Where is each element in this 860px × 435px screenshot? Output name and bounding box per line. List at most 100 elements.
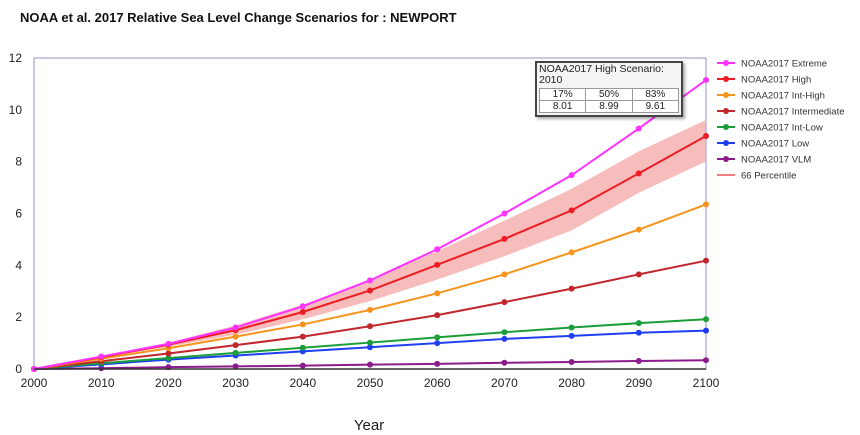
data-point	[568, 324, 575, 331]
data-point	[165, 355, 172, 362]
legend-marker	[723, 60, 729, 66]
data-point	[635, 125, 642, 132]
data-point	[568, 249, 575, 256]
data-point	[635, 226, 642, 233]
data-point	[232, 342, 239, 349]
series-group	[31, 133, 709, 372]
x-tick-label: 2020	[155, 376, 182, 390]
y-tick-label: 4	[15, 258, 22, 272]
data-point	[367, 361, 373, 368]
data-point	[501, 329, 508, 336]
data-point	[299, 344, 306, 351]
x-tick-label: 2000	[21, 376, 48, 390]
tooltip-value-cell: 8.01	[538, 100, 587, 113]
data-point	[501, 271, 508, 278]
x-tick-label: 2070	[491, 376, 518, 390]
data-point	[434, 246, 441, 253]
data-point	[635, 329, 642, 336]
data-point	[703, 133, 709, 140]
tooltip-header-cell: 17%	[538, 88, 587, 101]
legend-marker	[723, 108, 729, 114]
legend-label: NOAA2017 Extreme	[741, 59, 827, 70]
data-point	[367, 323, 373, 330]
x-tick-label: 2080	[558, 376, 585, 390]
tooltip-box: NOAA2017 High Scenario: 2010 17% 50% 83%…	[535, 61, 683, 117]
chart-title: NOAA et al. 2017 Relative Sea Level Chan…	[20, 10, 457, 25]
data-point	[367, 287, 373, 294]
legend-marker	[723, 124, 729, 130]
y-tick-label: 6	[15, 207, 22, 221]
data-point	[703, 316, 709, 323]
legend-marker	[723, 92, 729, 98]
data-point	[98, 353, 105, 360]
legend: NOAA2017 Extreme NOAA2017 High NOAA2017 In…	[717, 59, 845, 182]
data-point	[434, 312, 441, 319]
data-point	[568, 207, 575, 214]
y-tick-label: 12	[9, 51, 23, 65]
tooltip-header-cell: 83%	[631, 88, 680, 101]
legend-label: NOAA2017 Int-High	[741, 91, 825, 102]
data-point	[501, 210, 508, 217]
data-point	[501, 235, 508, 242]
data-point	[299, 362, 306, 369]
series-group	[31, 77, 709, 372]
data-point	[703, 327, 709, 334]
tooltip-table: 17% 50% 83% 8.01 8.99 9.61	[538, 88, 680, 113]
data-point	[367, 339, 373, 346]
data-point	[299, 308, 306, 315]
band-layer	[34, 119, 706, 370]
x-tick-label: 2030	[222, 376, 249, 390]
percentile-band	[34, 119, 706, 370]
x-tick-label: 2060	[424, 376, 451, 390]
x-tick-label: 2100	[693, 376, 720, 390]
x-tick-label: 2090	[625, 376, 652, 390]
data-point	[434, 334, 441, 341]
x-tick-label: 2010	[88, 376, 115, 390]
x-axis: 2000 2010 2020 2030 2040 2050 2060 2070 2080 2090…	[21, 368, 720, 390]
data-point	[232, 324, 239, 331]
tooltip-header-cell: 50%	[585, 88, 633, 101]
data-point	[165, 340, 172, 347]
data-point	[434, 290, 441, 297]
data-point	[299, 303, 306, 310]
data-point	[299, 333, 306, 340]
x-tick-label: 2050	[357, 376, 384, 390]
data-point	[568, 332, 575, 339]
data-point	[367, 277, 373, 284]
x-tick-label: 2040	[289, 376, 316, 390]
legend-label: NOAA2017 High	[741, 75, 811, 86]
y-axis: 0 2 4 6 8 10 12	[9, 51, 23, 376]
data-point	[367, 306, 373, 313]
data-point	[232, 363, 239, 370]
legend-marker	[723, 156, 729, 162]
series-group	[31, 357, 709, 372]
y-tick-label: 0	[15, 362, 22, 376]
legend-label: NOAA2017 Intermediate	[741, 107, 845, 118]
legend-marker	[723, 140, 729, 146]
data-point	[299, 321, 306, 328]
tooltip-title: NOAA2017 High Scenario: 2010	[539, 63, 664, 86]
data-point	[703, 257, 709, 264]
tooltip-value-cell: 8.99	[585, 100, 633, 113]
data-point	[434, 340, 441, 347]
legend-marker	[723, 76, 729, 82]
data-point	[635, 357, 642, 364]
data-point	[635, 320, 642, 327]
data-point	[635, 170, 642, 177]
tooltip-value-cell: 9.61	[631, 100, 680, 113]
line-layer	[31, 77, 709, 372]
series-group	[31, 257, 709, 372]
legend-label: NOAA2017 Low	[741, 139, 809, 150]
data-point	[568, 172, 575, 179]
data-point	[703, 201, 709, 208]
data-point	[703, 77, 709, 84]
x-axis-title: Year	[354, 417, 384, 434]
data-point	[165, 350, 172, 357]
data-point	[501, 299, 508, 306]
data-point	[434, 261, 441, 268]
y-tick-label: 8	[15, 155, 22, 169]
data-point	[232, 349, 239, 356]
y-tick-label: 10	[9, 103, 23, 117]
legend-label: NOAA2017 Int-Low	[741, 123, 823, 134]
